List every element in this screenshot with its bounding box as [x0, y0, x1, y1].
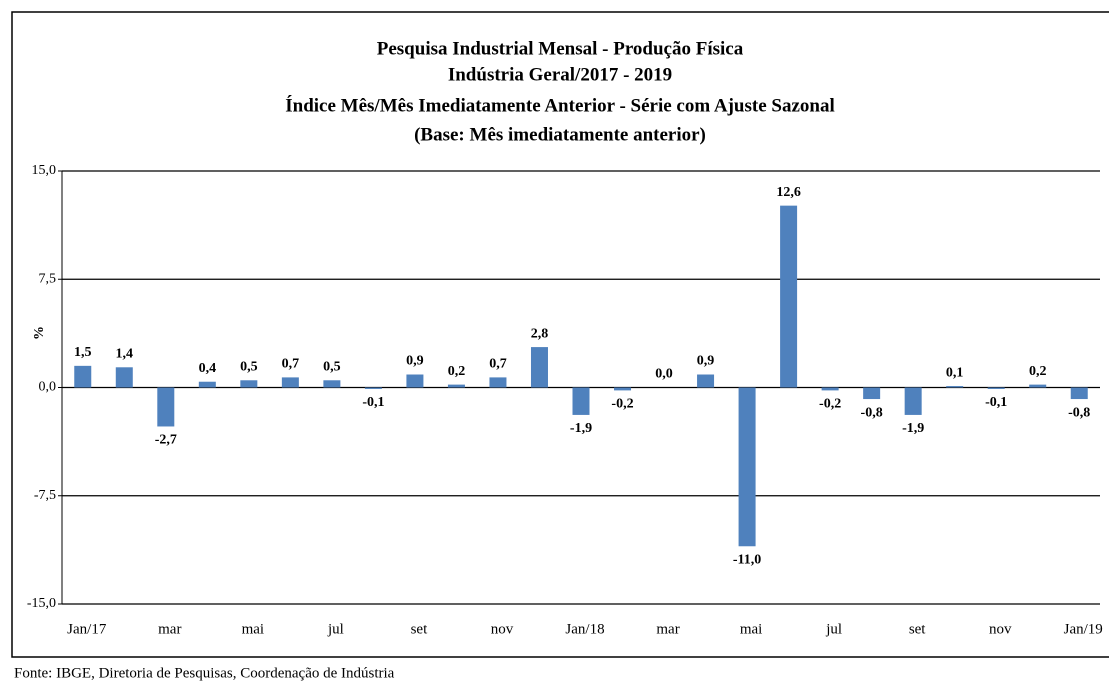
bar	[489, 377, 507, 388]
x-tick-label: set	[411, 621, 428, 637]
x-tick-label: mar	[656, 621, 679, 637]
bar	[1029, 384, 1047, 388]
y-tick-label: 0,0	[39, 380, 57, 395]
bar	[821, 387, 839, 391]
chart-title: Indústria Geral/2017 - 2019	[448, 64, 672, 85]
data-label: -0,1	[985, 395, 1007, 410]
y-tick-label: 7,5	[39, 271, 57, 286]
data-label: 1,5	[74, 345, 92, 360]
data-label: -2,7	[155, 433, 177, 448]
data-label: -1,9	[570, 421, 592, 436]
x-tick-label: mar	[158, 621, 181, 637]
bar	[738, 387, 756, 547]
chart-title: (Base: Mês imediatamente anterior)	[414, 124, 706, 145]
x-tick-label: Jan/17	[67, 621, 107, 637]
data-label: 0,2	[448, 364, 466, 379]
x-tick-label: mai	[242, 621, 265, 637]
data-label: 2,8	[531, 326, 549, 341]
bar	[780, 205, 798, 388]
bar	[572, 387, 590, 415]
data-label: 0,0	[655, 367, 673, 382]
data-label: 1,4	[116, 347, 134, 362]
y-axis-label: %	[32, 326, 47, 340]
bar	[530, 347, 548, 388]
data-label: -0,2	[819, 397, 841, 412]
data-label: 0,5	[323, 360, 341, 375]
bar	[406, 374, 424, 388]
bar	[198, 381, 216, 388]
bar	[987, 387, 1005, 389]
x-tick-label: nov	[491, 621, 514, 637]
frame	[11, 11, 1109, 658]
bar	[323, 380, 341, 388]
data-label: 0,2	[1029, 364, 1047, 379]
data-label: -0,8	[861, 405, 883, 420]
data-label: -1,9	[902, 421, 924, 436]
x-tick-label: jul	[327, 621, 344, 637]
bar	[863, 387, 881, 400]
data-label: -11,0	[733, 552, 761, 567]
chart-title: Pesquisa Industrial Mensal - Produção Fí…	[377, 38, 744, 59]
bar	[115, 367, 133, 388]
data-label: 0,5	[240, 360, 258, 375]
bar	[614, 387, 632, 391]
x-tick-label: mai	[740, 621, 763, 637]
bar	[697, 374, 715, 388]
data-label: 0,9	[406, 354, 424, 369]
bar	[447, 384, 465, 388]
x-tick-label: Jan/19	[1064, 621, 1103, 637]
data-label: 0,9	[697, 354, 715, 369]
data-label: 0,4	[199, 361, 217, 376]
bar	[946, 386, 964, 388]
bar	[1070, 387, 1088, 400]
bar	[240, 380, 258, 388]
data-label: 0,7	[282, 357, 300, 372]
y-tick-label: -15,0	[27, 596, 56, 611]
data-label: -0,1	[362, 395, 384, 410]
data-label: 0,1	[946, 365, 964, 380]
y-tick-label: 15,0	[32, 163, 57, 178]
source: Fonte: IBGE, Diretoria de Pesquisas, Coo…	[14, 665, 395, 681]
x-tick-label: nov	[989, 621, 1012, 637]
data-label: -0,2	[611, 397, 633, 412]
y-tick-label: -7,5	[34, 488, 56, 503]
data-label: -0,8	[1068, 405, 1090, 420]
x-tick-label: jul	[825, 621, 842, 637]
data-label: 12,6	[776, 185, 801, 200]
bar	[157, 387, 175, 427]
chart-title: Índice Mês/Mês Imediatamente Anterior - …	[285, 94, 835, 116]
bar	[281, 377, 299, 388]
bar	[364, 387, 382, 389]
data-label: 0,7	[489, 357, 507, 372]
bar	[904, 387, 922, 415]
bar	[74, 365, 92, 388]
x-tick-label: Jan/18	[565, 621, 604, 637]
x-tick-label: set	[909, 621, 926, 637]
